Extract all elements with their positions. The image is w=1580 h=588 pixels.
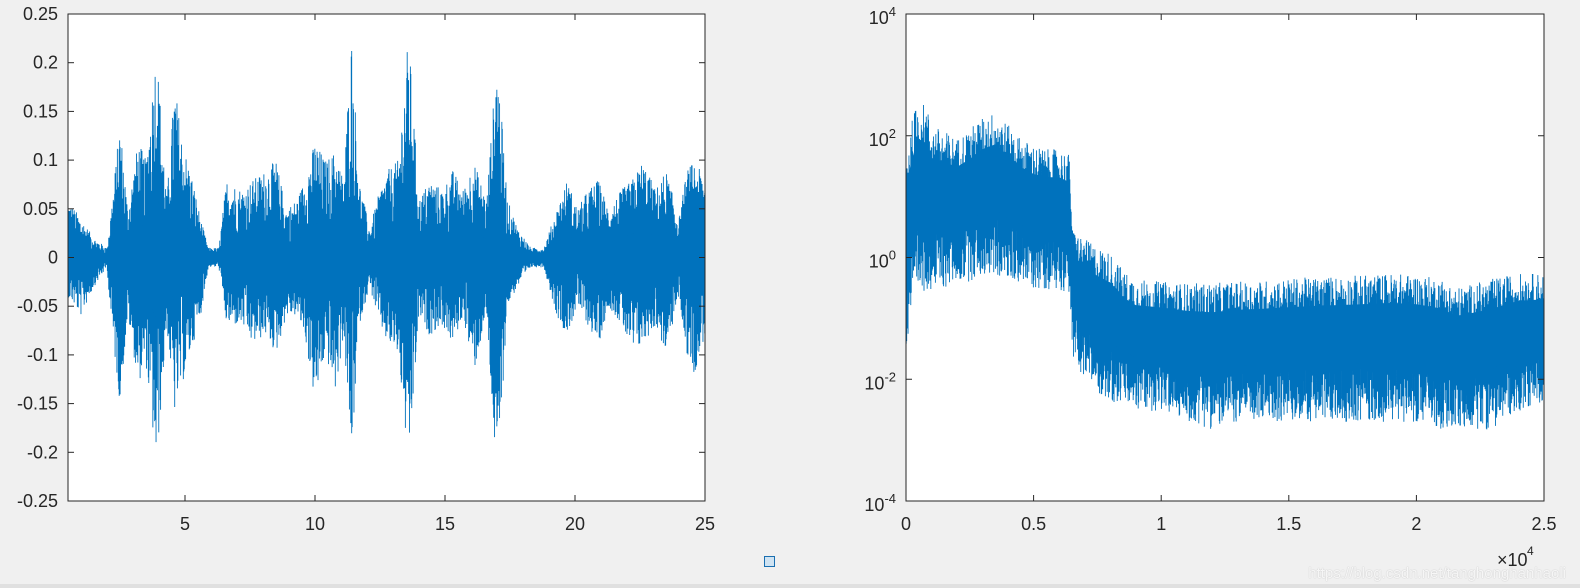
x-tick-label: 1 xyxy=(1156,514,1166,534)
y-tick-label: 0.25 xyxy=(23,4,58,24)
spectrum-axes: 0 0.5 1 1.5 2 2.5 104 102 100 10-2 10-4 ×10 4 xyxy=(864,4,1556,570)
series-core-band xyxy=(68,190,705,323)
y-tick-label: 10-4 xyxy=(864,491,896,515)
x-tick-label: 5 xyxy=(180,514,190,534)
y-tick-label: 0.05 xyxy=(23,199,58,219)
y-tick-label: -0.25 xyxy=(17,491,58,511)
y-tick-label: 0.2 xyxy=(33,53,58,73)
y-tick-label: -0.15 xyxy=(17,394,58,414)
y-tick-label: 0.15 xyxy=(23,101,58,121)
y-tick-label: 102 xyxy=(869,126,896,150)
x-tick-label: 0 xyxy=(901,514,911,534)
y-tick-label: 104 xyxy=(869,4,896,28)
waveform-axes: 5 10 15 20 25 0.25 0.2 0.15 0.1 0.05 0 -0.05 -0.1 -0.… xyxy=(17,4,715,534)
series-core-band xyxy=(906,139,1544,373)
x-multiplier-label: ×10 xyxy=(1497,550,1528,570)
waveform-ticks: 5 10 15 20 25 0.25 0.2 0.15 0.1 0.05 0 -0.05 -0.1 -0.… xyxy=(17,4,715,534)
x-tick-label: 2.5 xyxy=(1531,514,1556,534)
y-tick-label: 0.1 xyxy=(33,150,58,170)
square-icon[interactable] xyxy=(764,556,775,567)
x-tick-label: 20 xyxy=(565,514,585,534)
x-tick-label: 1.5 xyxy=(1276,514,1301,534)
x-tick-label: 0.5 xyxy=(1021,514,1046,534)
y-tick-label: 100 xyxy=(869,248,896,272)
spectrum-plot-area xyxy=(906,14,1544,501)
bottom-border xyxy=(0,584,1580,588)
x-tick-label: 10 xyxy=(305,514,325,534)
y-tick-label: -0.2 xyxy=(27,442,58,462)
y-tick-label: -0.05 xyxy=(17,296,58,316)
spectrum-ticks: 0 0.5 1 1.5 2 2.5 104 102 100 10-2 10-4 xyxy=(864,4,1556,534)
x-tick-label: 2 xyxy=(1411,514,1421,534)
x-tick-label: 15 xyxy=(435,514,455,534)
y-tick-label: 0 xyxy=(48,248,58,268)
watermark-text: https://blog.csdn.net/tanghonghanhaoli xyxy=(1308,565,1566,582)
x-tick-label: 25 xyxy=(695,514,715,534)
x-multiplier-exponent: 4 xyxy=(1527,544,1534,558)
y-tick-label: -0.1 xyxy=(27,345,58,365)
y-tick-label: 10-2 xyxy=(864,369,896,393)
